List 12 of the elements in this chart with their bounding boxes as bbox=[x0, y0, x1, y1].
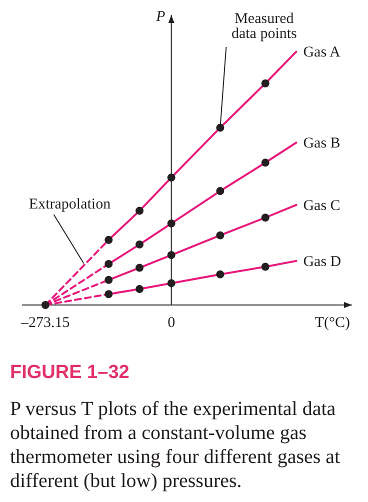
x-tick-label: 0 bbox=[168, 315, 176, 331]
text: FIGURE 1–32 bbox=[10, 362, 130, 383]
series-label: Gas A bbox=[303, 44, 340, 61]
series-label: Gas C bbox=[303, 198, 340, 214]
series-label: Gas D bbox=[303, 254, 342, 270]
x-axis-title: T(°C) bbox=[314, 315, 350, 331]
y-axis-title: P bbox=[155, 9, 166, 25]
text: P versus T plots of the experimental data obtained from a constant-volume gas thermometer using four different gases at different (but low) pressures. bbox=[10, 398, 341, 492]
x-tick-label: –273.15 bbox=[20, 315, 70, 331]
annotation: Measured data points bbox=[231, 11, 298, 42]
annotation: Extrapolation bbox=[28, 196, 112, 212]
series-label: Gas B bbox=[303, 136, 340, 152]
